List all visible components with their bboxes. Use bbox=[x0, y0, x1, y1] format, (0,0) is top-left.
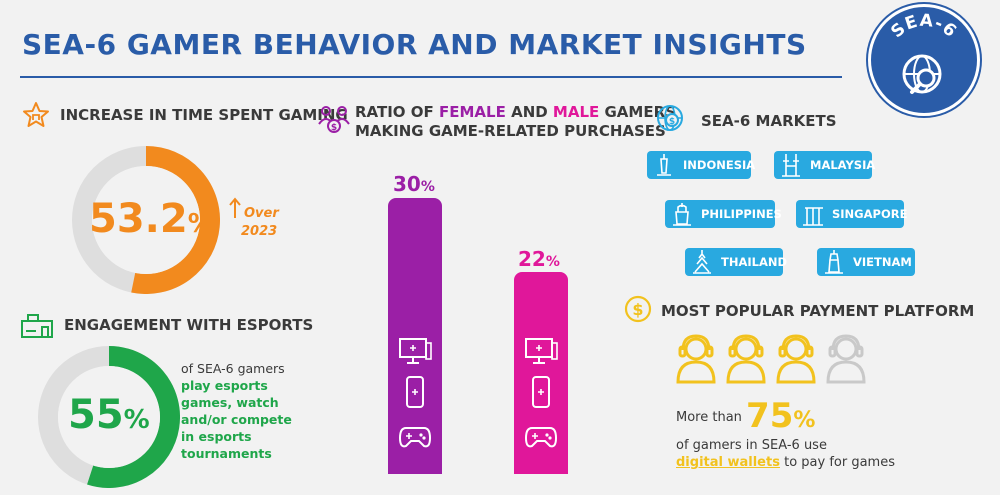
market-label: PHILIPPINES bbox=[701, 207, 782, 221]
people-money-icon: $ bbox=[317, 104, 351, 134]
esports-desc-5: in esports bbox=[181, 429, 252, 444]
market-vietnam: VIETNAM bbox=[817, 248, 915, 276]
esports-desc-3: games, watch bbox=[181, 395, 279, 410]
market-label: THAILAND bbox=[721, 255, 788, 269]
time-spent-number: 53.2 bbox=[89, 196, 188, 242]
svg-text:$: $ bbox=[331, 123, 337, 133]
temple-icon bbox=[689, 248, 715, 276]
phone-icon bbox=[530, 375, 552, 409]
badge-label: SEA-6 bbox=[887, 11, 959, 43]
monitor-icon bbox=[523, 337, 559, 365]
gamer-icon bbox=[826, 334, 866, 384]
arrow-up-icon bbox=[228, 197, 242, 219]
esports-desc-6: tournaments bbox=[181, 446, 272, 461]
market-label: SINGAPORE bbox=[832, 207, 908, 221]
gamepad-icon bbox=[524, 424, 558, 450]
female-unit: % bbox=[420, 179, 435, 195]
market-label: INDONESIA bbox=[683, 158, 756, 172]
female-value-label: 30% bbox=[393, 172, 435, 196]
ratio-heading-part1: RATIO OF bbox=[355, 103, 440, 121]
gamer-icon bbox=[726, 334, 766, 384]
time-spent-heading: INCREASE IN TIME SPENT GAMING bbox=[60, 106, 348, 124]
payment-heading: MOST POPULAR PAYMENT PLATFORM bbox=[661, 302, 975, 320]
male-number: 22 bbox=[518, 247, 546, 271]
globe-coin-icon: $ bbox=[655, 103, 685, 133]
market-philippines: PHILIPPINES bbox=[665, 200, 782, 228]
dollar-coin-icon: $ bbox=[624, 295, 652, 323]
ratio-heading-female: FEMALE bbox=[439, 103, 506, 121]
esports-desc-2: play esports bbox=[181, 378, 268, 393]
page-title: SEA-6 GAMER BEHAVIOR AND MARKET INSIGHTS bbox=[22, 28, 807, 61]
time-spent-note-1: Over bbox=[244, 206, 279, 221]
tower-icon bbox=[821, 248, 847, 276]
time-spent-note-2: 2023 bbox=[241, 224, 278, 239]
gamer-icon bbox=[776, 334, 816, 384]
esports-desc-4: and/or compete bbox=[181, 412, 292, 427]
towers-icon bbox=[778, 151, 804, 179]
payment-stat: More than 75% bbox=[676, 396, 815, 436]
male-value-label: 22% bbox=[518, 247, 560, 271]
gamepad-icon bbox=[398, 424, 432, 450]
female-number: 30 bbox=[393, 172, 421, 196]
market-label: VIETNAM bbox=[853, 255, 912, 269]
ratio-heading-part2: AND bbox=[505, 103, 553, 121]
esports-arena-icon bbox=[20, 311, 54, 339]
payment-line2: of gamers in SEA-6 use bbox=[676, 438, 827, 453]
payment-suffix: to pay for games bbox=[779, 455, 895, 470]
esports-value: 55% bbox=[68, 392, 150, 438]
market-malaysia: MALAYSIA bbox=[774, 151, 876, 179]
esports-heading: ENGAGEMENT WITH ESPORTS bbox=[64, 316, 314, 334]
svg-text:$: $ bbox=[632, 300, 643, 319]
payment-unit: % bbox=[793, 408, 816, 433]
payment-line3: digital wallets to pay for games bbox=[676, 455, 895, 470]
payment-highlight: digital wallets bbox=[676, 455, 780, 470]
male-unit: % bbox=[545, 254, 560, 270]
svg-text:$: $ bbox=[669, 117, 675, 127]
title-divider bbox=[20, 76, 842, 78]
gamer-icons bbox=[672, 332, 872, 384]
gamer-icon bbox=[676, 334, 716, 384]
payment-prefix: More than bbox=[676, 410, 747, 425]
ratio-heading-line2: MAKING GAME-RELATED PURCHASES bbox=[355, 122, 666, 140]
market-thailand: THAILAND bbox=[685, 248, 787, 276]
sea6-badge: SEA-6 bbox=[868, 4, 980, 116]
time-spent-donut bbox=[72, 146, 220, 294]
esports-desc-1: of SEA-6 gamers bbox=[181, 361, 285, 376]
monument-icon bbox=[651, 151, 677, 179]
globe-search-icon: SEA-6 bbox=[887, 11, 960, 94]
payment-number: 75 bbox=[746, 396, 794, 436]
esports-number: 55 bbox=[68, 392, 124, 438]
marina-icon bbox=[800, 200, 826, 228]
market-singapore: SINGAPORE bbox=[796, 200, 908, 228]
svg-text:SEA-6: SEA-6 bbox=[887, 11, 960, 43]
shrine-icon bbox=[669, 200, 695, 228]
ratio-heading-male: MALE bbox=[552, 103, 600, 121]
ratio-heading: RATIO OF FEMALE AND MALE GAMERS bbox=[355, 103, 676, 122]
phone-icon bbox=[404, 375, 426, 409]
market-label: MALAYSIA bbox=[810, 158, 876, 172]
time-spent-value: 53.2% bbox=[89, 196, 214, 242]
star-hand-icon bbox=[22, 101, 50, 129]
time-spent-unit: % bbox=[187, 209, 214, 239]
market-indonesia: INDONESIA bbox=[647, 151, 755, 179]
markets-heading: SEA-6 MARKETS bbox=[701, 112, 837, 130]
esports-unit: % bbox=[123, 405, 150, 435]
monitor-icon bbox=[397, 337, 433, 365]
esports-donut bbox=[38, 346, 180, 488]
